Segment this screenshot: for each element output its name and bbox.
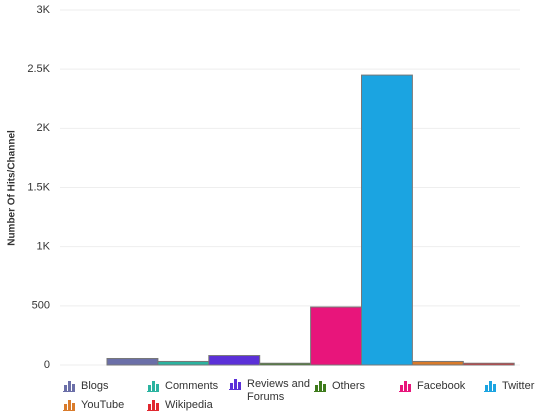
legend-item[interactable]: Others xyxy=(314,380,365,393)
legend-label: YouTube xyxy=(81,399,125,411)
legend-icon-bar xyxy=(315,385,318,391)
legend-icon-bar xyxy=(408,384,411,391)
legend-icon-bar xyxy=(72,403,75,410)
legend-icon-bar xyxy=(485,385,488,391)
bar xyxy=(208,355,261,366)
y-tick-label: 0 xyxy=(44,359,50,371)
legend-item[interactable]: Reviews and Forums xyxy=(229,378,317,404)
legend-icon-bar xyxy=(152,400,155,410)
legend-item[interactable]: Facebook xyxy=(399,380,465,393)
legend-icon xyxy=(147,381,159,392)
legend-icon-bar xyxy=(68,400,71,410)
bar xyxy=(106,357,159,366)
legend-icon-bar xyxy=(493,384,496,391)
y-tick-label: 500 xyxy=(32,300,50,312)
legend-label: Wikipedia xyxy=(165,399,213,411)
legend-icon-base xyxy=(484,391,496,392)
legend-icon-bar xyxy=(152,381,155,391)
legend-icon-bar xyxy=(148,404,151,410)
bar xyxy=(462,362,515,366)
legend-label: Facebook xyxy=(417,380,466,392)
y-tick-label: 1.5K xyxy=(27,181,50,193)
legend-icon xyxy=(484,381,496,392)
legend-icon-bar xyxy=(64,385,67,391)
legend-icon-bar xyxy=(400,385,403,391)
bar xyxy=(411,360,464,366)
y-tick-label: 2.5K xyxy=(27,63,50,75)
legend-icon-base xyxy=(399,391,411,392)
legend-icon-bar xyxy=(148,385,151,391)
legend-icon-base xyxy=(147,410,159,411)
legend-icon-bar xyxy=(234,379,237,389)
legend-label: Reviews and Forums xyxy=(247,378,310,403)
legend-icon xyxy=(399,381,411,392)
legend-icon-bar xyxy=(319,381,322,391)
legend-item[interactable]: YouTube xyxy=(63,399,124,412)
legend-icon-bar xyxy=(230,383,233,389)
legend-icon xyxy=(314,381,326,392)
legend-icon-bar xyxy=(68,381,71,391)
legend-icon-bar xyxy=(156,384,159,391)
legend-icon xyxy=(229,379,241,390)
y-tick-label: 2K xyxy=(37,122,51,134)
bar xyxy=(259,362,312,366)
legend-item[interactable]: Wikipedia xyxy=(147,399,213,412)
legend-icon-bar xyxy=(238,382,241,389)
legend-item[interactable]: Twitter xyxy=(484,380,534,393)
y-tick-label: 1K xyxy=(37,241,51,253)
y-tick-label: 3K xyxy=(37,4,51,16)
legend-icon-base xyxy=(229,389,241,390)
legend-icon xyxy=(63,381,75,392)
legend-icon-base xyxy=(147,391,159,392)
legend-label: Twitter xyxy=(502,380,535,392)
legend-icon-base xyxy=(63,410,75,411)
legend-icon-bar xyxy=(404,381,407,391)
bar xyxy=(361,74,413,366)
legend-icon-bar xyxy=(64,404,67,410)
legend-icon xyxy=(63,400,75,411)
legend-icon-base xyxy=(314,391,326,392)
legend-icon-bar xyxy=(72,384,75,391)
legend-icon xyxy=(147,400,159,411)
legend-item[interactable]: Blogs xyxy=(63,380,109,393)
bar xyxy=(310,306,363,366)
legend-icon-base xyxy=(63,391,75,392)
legend-label: Blogs xyxy=(81,380,109,392)
legend-icon-bar xyxy=(323,384,326,391)
legend-icon-bar xyxy=(489,381,492,391)
legend-label: Comments xyxy=(165,380,219,392)
y-axis-label: Number Of Hits/Channel xyxy=(7,130,18,246)
legend-item[interactable]: Comments xyxy=(147,380,218,393)
chart: Number Of Hits/Channel 0 500 1K 1.5K 2K 2.5K 3… xyxy=(7,4,520,371)
bar xyxy=(157,360,210,366)
legend-icon-bar xyxy=(156,403,159,410)
legend-label: Others xyxy=(332,380,366,392)
